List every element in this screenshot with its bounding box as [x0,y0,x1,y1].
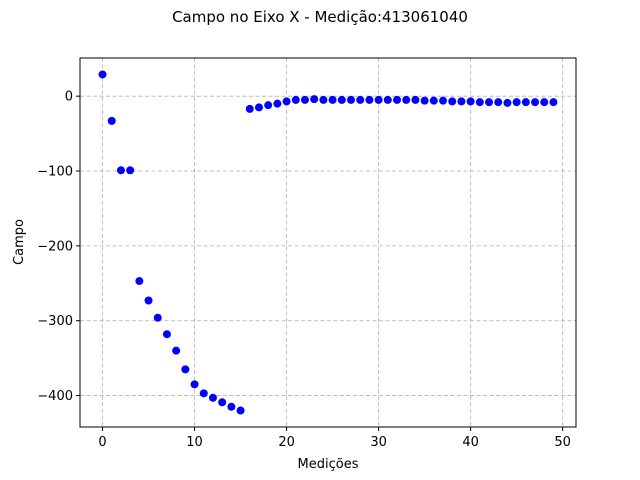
data-point [521,98,530,107]
x-tick-label: 50 [554,435,571,450]
y-tick-label: −200 [37,239,73,254]
y-tick-label: −400 [37,389,73,404]
data-point [549,98,558,107]
data-point [466,97,475,106]
data-point [494,98,503,107]
y-tick-label: 0 [65,90,73,105]
data-points [98,70,558,415]
data-point [457,97,466,106]
data-point [190,380,199,389]
data-point [337,95,346,104]
x-tick-label: 30 [370,435,387,450]
data-point [439,96,448,105]
data-point [540,98,549,107]
data-point [116,166,125,175]
data-point [365,95,374,104]
data-point [411,95,420,104]
data-point [393,95,402,104]
data-point [503,98,512,107]
data-point [448,97,457,106]
data-point [383,95,392,104]
data-point [328,95,337,104]
data-point [282,97,291,106]
data-point [485,98,494,107]
data-point [254,103,263,112]
data-point [153,313,162,322]
x-tick-label: 20 [278,435,295,450]
chart-title: Campo no Eixo X - Medição:413061040 [172,8,468,26]
x-axis-ticks: 0 10 20 30 40 50 [98,427,571,450]
data-point [374,95,383,104]
y-tick-label: −300 [37,314,73,329]
data-point [227,402,236,411]
data-point [310,95,319,104]
y-tick-label: −100 [37,165,73,180]
data-point [107,116,116,125]
data-point [126,166,135,175]
data-point [199,389,208,398]
grid [80,58,576,427]
data-point [245,104,254,113]
data-point [172,346,181,355]
x-tick-label: 0 [98,435,106,450]
data-point [291,95,300,104]
data-point [429,96,438,105]
data-point [356,95,365,104]
data-point [162,330,171,339]
data-point [218,398,227,407]
data-point [347,95,356,104]
data-point [144,296,153,305]
data-point [181,365,190,374]
data-point [135,277,144,286]
data-point [420,96,429,105]
data-point [531,98,540,107]
x-axis-label: Medições [298,457,359,472]
data-point [512,98,521,107]
y-axis-label: Campo [12,219,27,265]
x-tick-label: 40 [462,435,479,450]
data-point [273,99,282,108]
plot-frame [79,57,577,428]
data-point [208,393,217,402]
data-point [300,95,309,104]
x-tick-label: 10 [186,435,203,450]
data-point [98,70,107,79]
data-point [475,98,484,107]
data-point [402,95,411,104]
y-axis-ticks: 0 −100 −200 −300 −400 [37,90,80,404]
data-point [319,95,328,104]
data-point [236,406,245,415]
data-point [264,101,273,110]
